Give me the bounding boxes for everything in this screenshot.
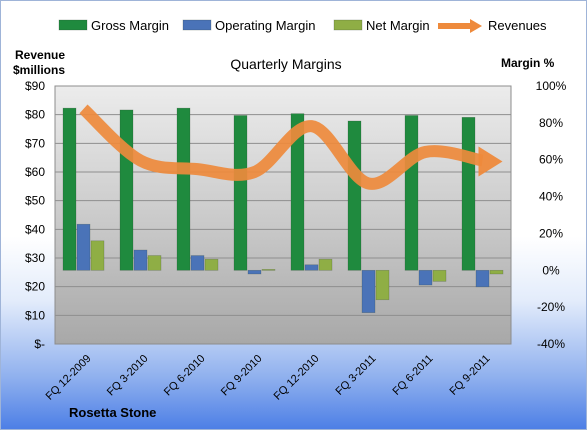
bar-series <box>62 107 504 313</box>
gross-margin-bar <box>347 120 362 271</box>
net-margin-bar <box>432 269 447 282</box>
gross-margin-bar <box>233 115 248 271</box>
operating-margin-bar <box>76 223 91 271</box>
legend-label: Revenues <box>488 18 547 33</box>
footer-label: Rosetta Stone <box>69 405 156 420</box>
legend-label: Net Margin <box>366 18 430 33</box>
operating-margin-bar <box>361 269 376 313</box>
operating-margin-bar <box>133 249 148 271</box>
left-axis-tick-label: $90 <box>25 79 45 93</box>
category-tick-label: FQ 3-2010 <box>105 353 151 399</box>
left-axis-tick-label: $20 <box>25 280 45 294</box>
left-axis-label-line2: $millions <box>13 63 65 77</box>
operating-margin-bar <box>190 255 205 271</box>
gridlines <box>55 85 511 316</box>
legend-swatch <box>182 19 212 31</box>
left-axis-tick-label: $50 <box>25 194 45 208</box>
legend-swatch <box>58 19 88 31</box>
gross-margin-bar <box>119 109 134 271</box>
category-tick-label: FQ 6-2010 <box>162 353 208 399</box>
right-axis-tick-label: 20% <box>539 226 563 240</box>
chart-title: Quarterly Margins <box>230 56 341 72</box>
net-margin-bar <box>318 258 333 271</box>
net-margin-bar <box>204 258 219 271</box>
gross-margin-bar <box>290 113 305 271</box>
right-axis-tick-label: 60% <box>539 153 563 167</box>
right-axis-tick-label: 0% <box>542 263 560 277</box>
left-axis-tick-label: $80 <box>25 108 45 122</box>
legend-label: Operating Margin <box>215 18 315 33</box>
operating-margin-bar <box>418 269 433 286</box>
left-axis-tick-label: $10 <box>25 308 45 322</box>
legend-swatch-arrow <box>470 19 482 33</box>
left-axis-tick-label: $40 <box>25 222 45 236</box>
legend: Gross Margin Operating Margin Net Margin Re… <box>58 18 547 33</box>
left-axis-tick-label: $- <box>34 337 45 351</box>
gross-margin-bar <box>404 115 419 271</box>
left-axis-tick-label: $60 <box>25 165 45 179</box>
gross-margin-bar <box>62 107 77 271</box>
right-axis-tick-label: -20% <box>537 300 565 314</box>
operating-margin-bar <box>304 264 319 271</box>
revenue-line <box>79 104 484 190</box>
right-axis-tick-label: 80% <box>539 116 563 130</box>
legend-swatch <box>333 19 363 31</box>
right-axis-tick-label: 40% <box>539 190 563 204</box>
operating-margin-bar <box>247 269 262 275</box>
category-tick-label: FQ 9-2011 <box>448 353 493 398</box>
right-axis-tick-label: 100% <box>536 79 567 93</box>
right-axis-label: Margin % <box>501 56 555 70</box>
operating-margin-bar <box>475 269 490 288</box>
right-axis-tick-label: -40% <box>537 337 565 351</box>
category-tick-label: FQ 6-2011 <box>391 353 436 398</box>
left-axis-tick-label: $30 <box>25 251 45 265</box>
revenue-line-series <box>79 104 503 190</box>
left-axis-label-line1: Revenue <box>15 48 65 62</box>
revenue-arrow-head <box>478 146 503 177</box>
net-margin-bar <box>261 269 276 271</box>
gross-margin-bar <box>461 117 476 271</box>
net-margin-bar <box>489 269 504 275</box>
category-tick-label: FQ 9-2010 <box>219 353 265 399</box>
category-tick-label: FQ 12-2010 <box>272 353 322 403</box>
category-tick-label: FQ 3-2011 <box>334 353 379 398</box>
gross-margin-bar <box>176 107 191 271</box>
net-margin-bar <box>90 240 105 271</box>
net-margin-bar <box>147 255 162 271</box>
left-axis-tick-label: $70 <box>25 136 45 150</box>
legend-label: Gross Margin <box>91 18 169 33</box>
category-tick-label: FQ 12-2009 <box>44 353 94 403</box>
net-margin-bar <box>375 269 390 301</box>
